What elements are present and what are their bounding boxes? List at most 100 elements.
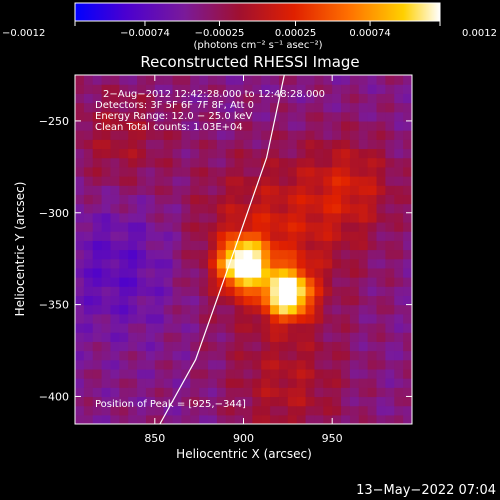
heatmap-cell: [190, 249, 200, 260]
heatmap-cell: [305, 414, 316, 424]
heatmap-cell: [243, 185, 253, 195]
heatmap-cell: [243, 157, 253, 168]
heatmap-cell: [181, 304, 191, 315]
heatmap-cell: [270, 295, 280, 306]
heatmap-cell: [92, 387, 103, 398]
heatmap-cell: [172, 185, 183, 195]
heatmap-cell: [243, 368, 253, 379]
heatmap-cell: [199, 405, 209, 416]
heatmap-cell: [394, 295, 404, 306]
heatmap-cell: [261, 203, 271, 214]
heatmap-cell: [314, 368, 324, 379]
heatmap-cell: [163, 148, 174, 159]
heatmap-cell: [190, 139, 200, 150]
heatmap-cell: [358, 304, 369, 315]
heatmap-cell: [154, 194, 165, 205]
heatmap-cell: [163, 157, 174, 168]
heatmap-cell: [270, 414, 280, 424]
heatmap-cell: [101, 185, 112, 195]
heatmap-cell: [208, 286, 218, 297]
heatmap-cell: [261, 295, 271, 306]
heatmap-cell: [278, 378, 289, 388]
heatmap-cell: [190, 240, 200, 251]
heatmap-cell: [261, 277, 271, 287]
heatmap-cell: [270, 341, 280, 352]
heatmap-cell: [296, 157, 307, 168]
heatmap-cell: [243, 387, 253, 398]
heatmap-cell: [119, 304, 129, 315]
heatmap-cell: [163, 350, 174, 361]
heatmap-cell: [394, 405, 404, 416]
heatmap-cell: [314, 130, 324, 140]
heatmap-cell: [323, 405, 333, 416]
heatmap-cell: [172, 322, 183, 333]
heatmap-cell: [172, 157, 183, 168]
heatmap-cell: [349, 359, 360, 370]
heatmap-cell: [385, 332, 395, 342]
heatmap-cell: [216, 249, 227, 260]
heatmap-cell: [376, 203, 386, 214]
heatmap-cell: [83, 277, 94, 287]
heatmap-cell: [252, 157, 262, 168]
heatmap-cell: [216, 286, 227, 297]
heatmap-cell: [305, 166, 316, 177]
heatmap-cell: [75, 295, 85, 306]
heatmap-cell: [137, 203, 147, 214]
heatmap-cell: [278, 221, 289, 232]
heatmap-cell: [234, 102, 245, 113]
heatmap-cell: [332, 258, 342, 269]
heatmap-cell: [314, 286, 324, 297]
heatmap-cell: [92, 139, 103, 150]
heatmap-cell: [270, 84, 280, 94]
heatmap-cell: [376, 249, 386, 260]
heatmap-cell: [137, 286, 147, 297]
heatmap-cell: [83, 405, 94, 416]
heatmap-cell: [403, 148, 412, 159]
heatmap-cell: [385, 368, 395, 379]
heatmap-cell: [270, 249, 280, 260]
heatmap-cell: [190, 231, 200, 241]
x-tick-label: 850: [144, 432, 165, 445]
heatmap-cell: [349, 286, 360, 297]
heatmap-cell: [314, 194, 324, 205]
heatmap-cell: [349, 203, 360, 214]
heatmap-cell: [367, 212, 378, 223]
heatmap-cell: [101, 332, 112, 342]
heatmap-cell: [278, 304, 289, 315]
heatmap-cell: [278, 176, 289, 186]
heatmap-cell: [349, 414, 360, 424]
heatmap-cell: [287, 350, 298, 361]
heatmap-cell: [216, 304, 227, 315]
axis-ticks: 850 900 950 −250 −300 −350 −400: [39, 75, 412, 445]
heatmap-cell: [385, 295, 395, 306]
heatmap-cell: [314, 277, 324, 287]
heatmap-cell: [128, 203, 138, 214]
heatmap-cell: [101, 414, 112, 424]
heatmap-cell: [341, 148, 351, 159]
heatmap-cell: [332, 249, 342, 260]
heatmap-cell: [376, 368, 386, 379]
heatmap-cell: [367, 231, 378, 241]
heatmap-cell: [341, 240, 351, 251]
heatmap-cell: [287, 277, 298, 287]
heatmap-cell: [101, 203, 112, 214]
heatmap-cell: [75, 240, 85, 251]
heatmap-cell: [403, 84, 412, 94]
heatmap-cell: [163, 221, 174, 232]
heatmap-cell: [172, 396, 183, 407]
heatmap-cell: [385, 258, 395, 269]
heatmap-cell: [92, 148, 103, 159]
heatmap-cell: [403, 295, 412, 306]
heatmap-cell: [314, 341, 324, 352]
heatmap-cell: [234, 332, 245, 342]
heatmap-cell: [119, 313, 129, 324]
heatmap-cell: [332, 414, 342, 424]
heatmap-cell: [137, 84, 147, 94]
heatmap-cell: [145, 322, 156, 333]
heatmap-cell: [323, 322, 333, 333]
heatmap-cell: [278, 157, 289, 168]
heatmap-cell: [296, 267, 307, 278]
heatmap-cell: [199, 378, 209, 388]
heatmap-cell: [314, 185, 324, 195]
heatmap-cell: [137, 295, 147, 306]
